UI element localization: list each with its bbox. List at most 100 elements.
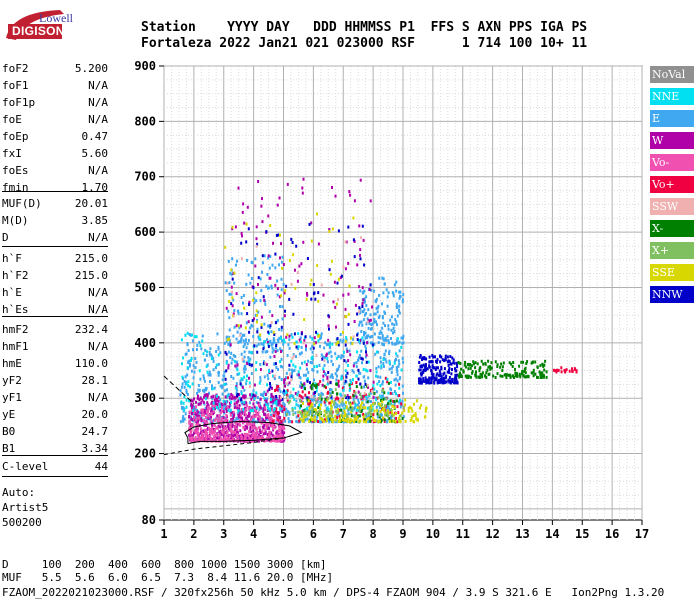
trace-point — [419, 354, 422, 357]
trace-point — [263, 423, 266, 427]
trace-point — [188, 436, 191, 440]
trace-point — [229, 343, 232, 347]
trace-point — [418, 380, 421, 384]
trace-point — [267, 344, 270, 348]
trace-point — [317, 291, 320, 295]
trace-point — [380, 331, 383, 335]
trace-point — [440, 365, 443, 369]
trace-point — [227, 423, 230, 426]
trace-point — [355, 385, 358, 389]
trace-point — [431, 364, 434, 368]
trace-point — [394, 383, 397, 387]
trace-point — [297, 414, 300, 418]
trace-point — [388, 352, 391, 355]
trace-point — [542, 374, 545, 378]
trace-point — [363, 391, 366, 395]
trace-point — [337, 367, 340, 371]
trace-point — [195, 400, 197, 404]
trace-point — [346, 414, 349, 418]
trace-point — [540, 374, 543, 377]
trace-point — [206, 421, 209, 425]
trace-point — [255, 428, 258, 432]
trace-point — [314, 382, 317, 386]
trace-point — [179, 420, 182, 424]
trace-point — [472, 360, 475, 364]
trace-point — [382, 358, 385, 362]
trace-point — [236, 330, 239, 334]
trace-point — [312, 382, 314, 386]
trace-point — [215, 426, 218, 430]
trace-point — [196, 433, 199, 437]
trace-point — [365, 400, 368, 404]
trace-point — [205, 387, 208, 390]
trace-point — [288, 381, 291, 385]
trace-point — [447, 363, 450, 367]
trace-point — [390, 408, 392, 412]
trace-point — [273, 340, 276, 344]
trace-point — [386, 295, 389, 299]
trace-point — [542, 364, 545, 368]
legend-item: W — [650, 132, 694, 149]
trace-point — [227, 259, 230, 263]
trace-point — [220, 429, 223, 433]
trace-point — [370, 335, 373, 339]
trace-point — [328, 327, 330, 331]
trace-point — [463, 363, 466, 367]
trace-point — [358, 354, 361, 358]
trace-point — [385, 406, 388, 410]
trace-point — [268, 369, 270, 373]
trace-point — [458, 375, 461, 379]
trace-point — [205, 429, 208, 433]
trace-point — [237, 417, 240, 421]
param-value: 0.47 — [81, 130, 109, 143]
trace-point — [288, 259, 291, 263]
trace-point — [302, 341, 305, 345]
trace-point — [304, 335, 307, 339]
trace-point — [398, 304, 401, 308]
trace-point — [212, 356, 215, 360]
trace-point — [355, 365, 358, 369]
trace-point — [367, 399, 370, 403]
trace-point — [204, 348, 207, 352]
trace-point — [197, 422, 200, 426]
trace-point — [306, 411, 309, 415]
separator — [2, 455, 108, 456]
trace-point — [425, 380, 428, 384]
trace-point — [271, 314, 274, 318]
trace-point — [362, 367, 365, 371]
trace-point — [385, 288, 388, 292]
trace-point — [274, 283, 277, 287]
trace-point — [290, 359, 293, 363]
trace-point — [327, 390, 330, 394]
trace-point — [245, 422, 248, 426]
trace-point — [232, 410, 235, 414]
trace-point — [219, 351, 222, 355]
trace-point — [270, 415, 272, 419]
trace-point — [362, 238, 365, 242]
trace-point — [311, 406, 314, 409]
trace-point — [373, 320, 376, 324]
trace-point — [279, 305, 281, 308]
trace-point — [311, 350, 314, 354]
trace-point — [375, 405, 378, 409]
trace-point — [384, 324, 386, 328]
trace-point — [386, 335, 389, 339]
trace-point — [367, 360, 370, 364]
trace-point — [270, 431, 273, 435]
trace-point — [206, 431, 209, 435]
trace-point — [189, 415, 192, 419]
trace-point — [366, 369, 369, 373]
trace-point — [278, 421, 281, 425]
trace-point — [273, 425, 276, 429]
trace-point — [355, 417, 358, 421]
trace-point — [512, 361, 515, 364]
trace-point — [261, 254, 264, 258]
trace-point — [282, 342, 285, 346]
trace-point — [418, 377, 421, 381]
trace-point — [293, 369, 296, 372]
trace-point — [560, 370, 563, 374]
trace-point — [232, 298, 235, 302]
trace-point — [233, 406, 236, 410]
trace-point — [363, 379, 366, 383]
trace-point — [358, 356, 361, 360]
